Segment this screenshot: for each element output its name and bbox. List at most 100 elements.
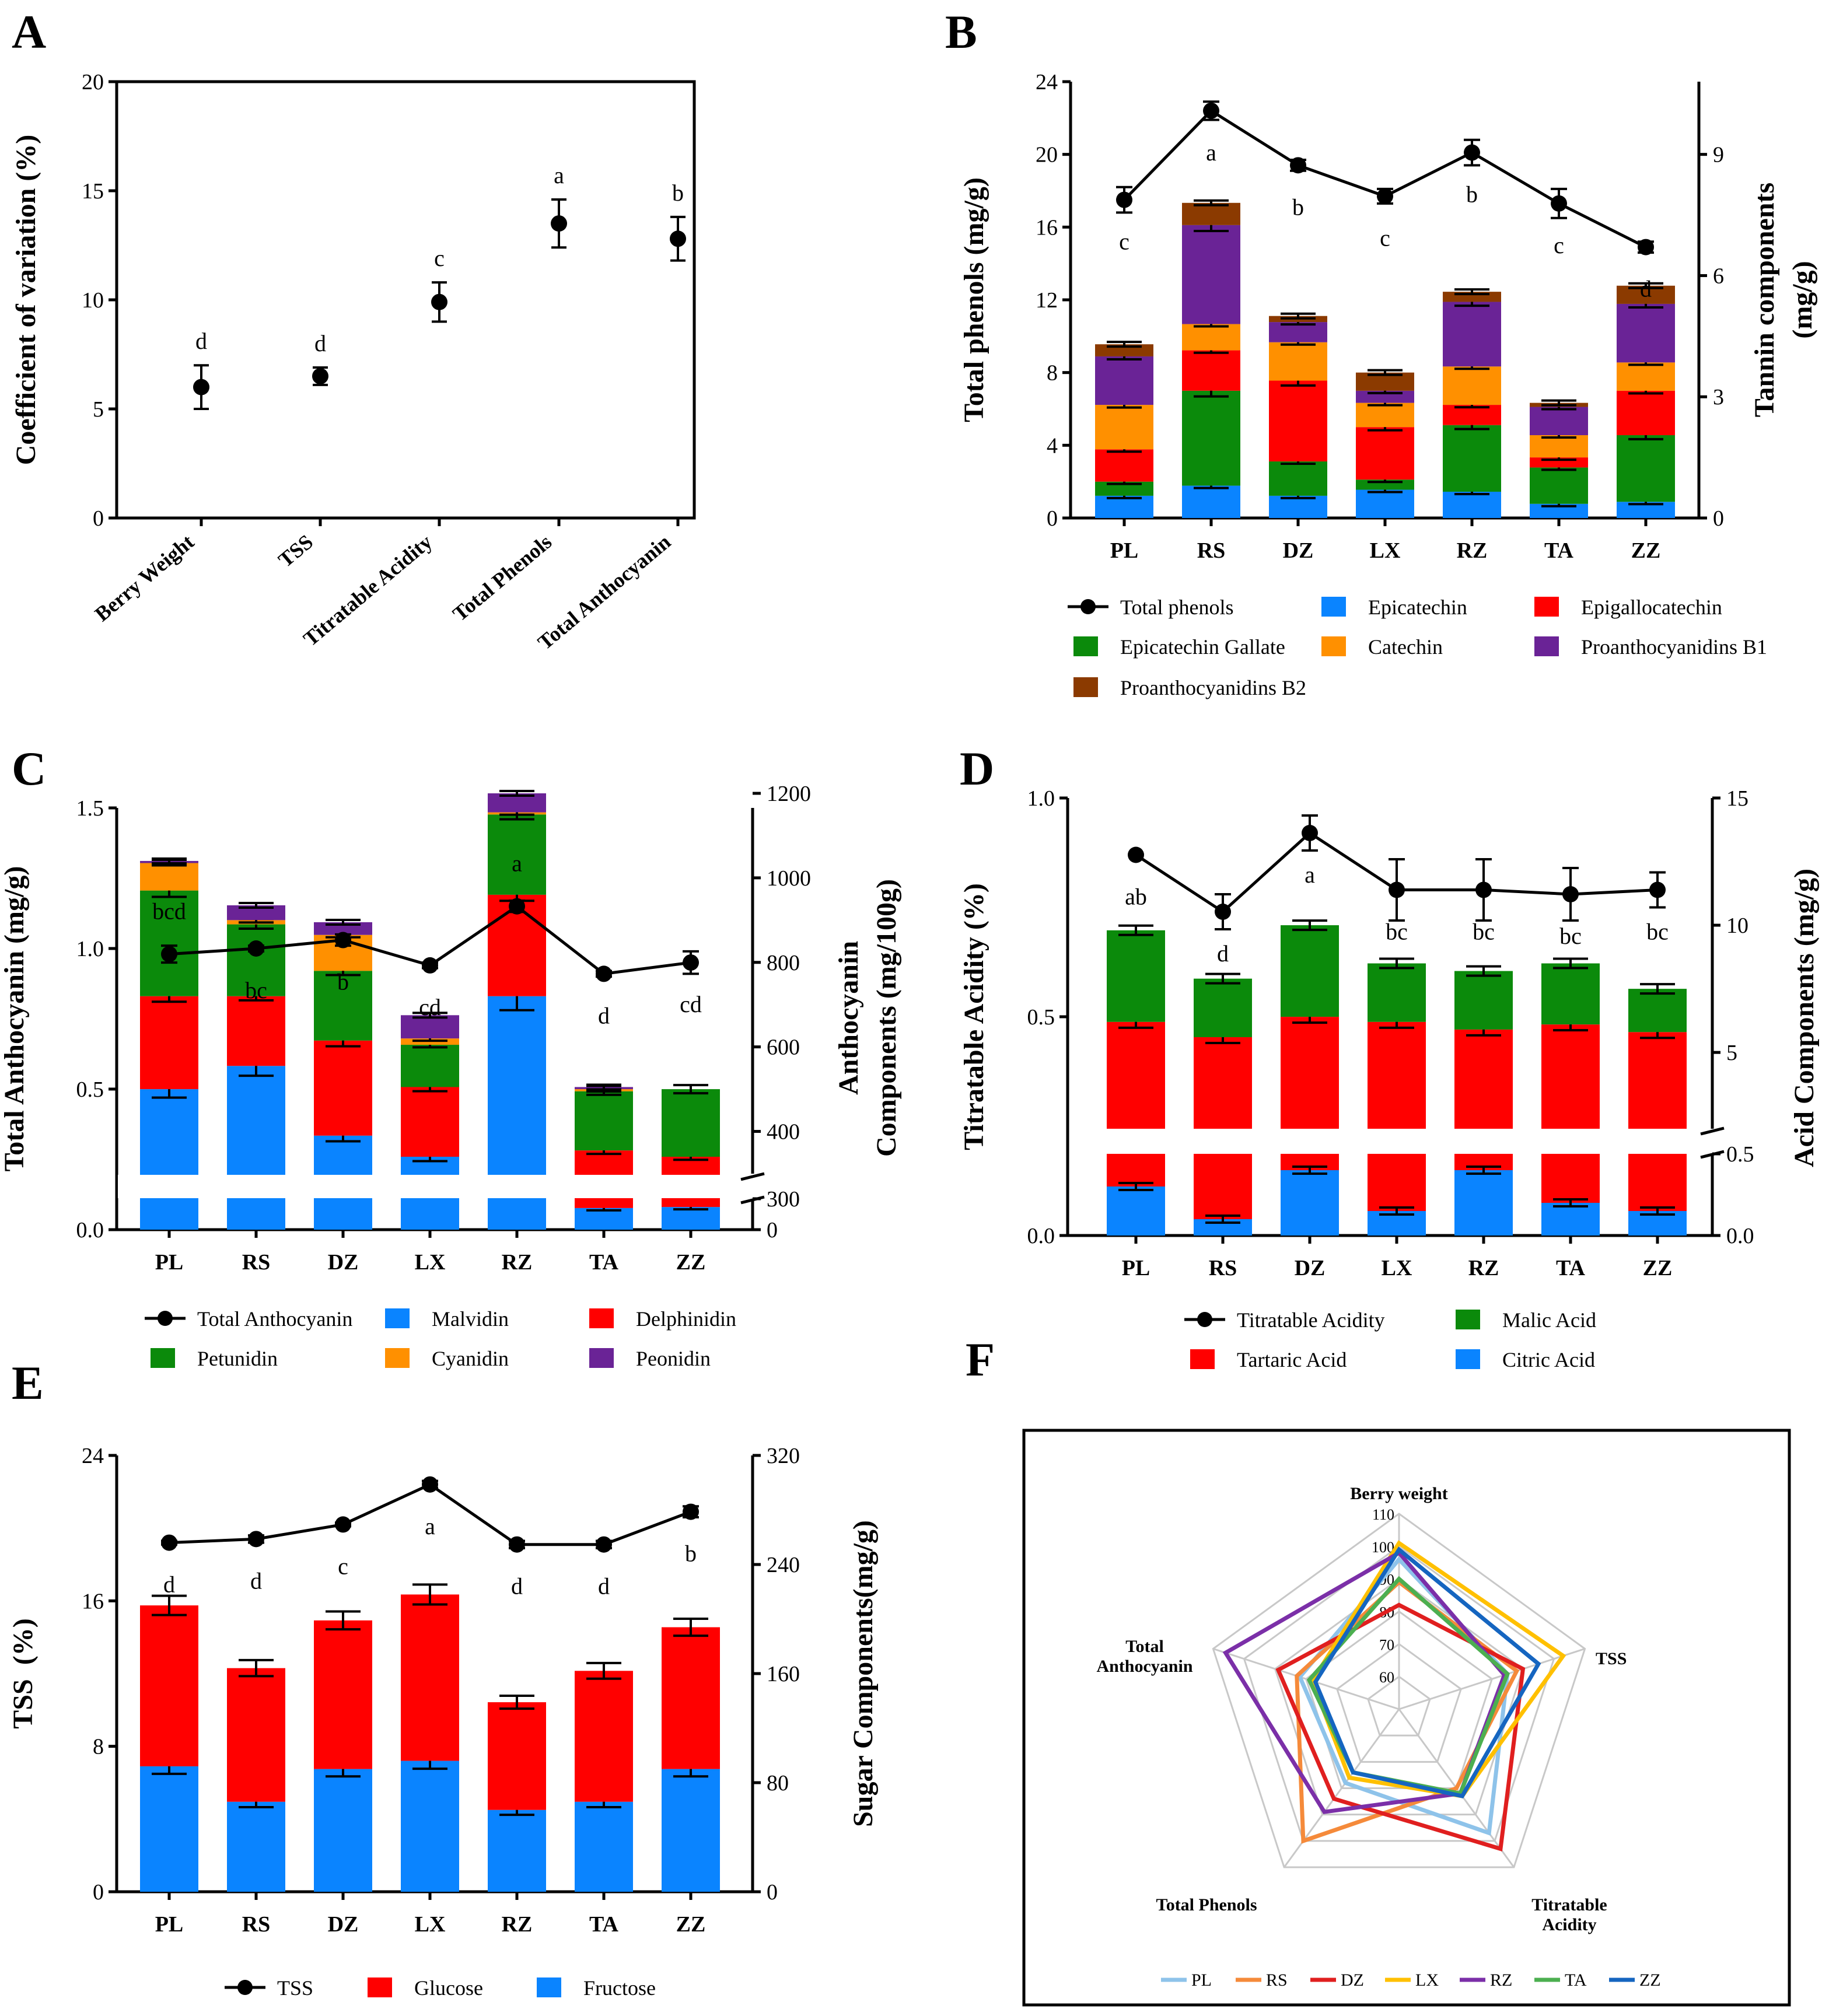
legend-label: RS [1266,1971,1288,1990]
bar-segment [314,971,372,1041]
svg-text:E: E [12,1356,44,1409]
legend-label: Delphinidin [636,1307,736,1331]
bar-error-bar [1205,1214,1240,1224]
bar-segment [1617,362,1675,391]
significance-letter: d [598,1002,610,1028]
legend-item: DZ [1310,1971,1364,1990]
bar-error-bar [239,1658,274,1678]
line-point [1649,881,1666,898]
panel-letter-C: C [12,742,46,795]
x-tick-label: Total Phenols [448,530,556,625]
radar-spoke [1212,1648,1400,1710]
x-tick-label: TA [589,1912,619,1937]
significance-letter: bc [245,977,267,1003]
significance-letter: d [598,1573,610,1600]
bar-segment [227,1668,285,1802]
y2-tick-label: 240 [767,1553,800,1577]
significance-letter: a [1206,139,1216,166]
line-point [683,954,699,971]
x-tick-label: RZ [502,1250,533,1275]
bar-error-bar [1292,1166,1327,1175]
bar-segment [140,1605,198,1766]
y2-tick-label: 1000 [767,866,811,891]
bar-segment [1628,989,1687,1032]
x-tick-label: DZ [328,1250,359,1275]
bar-error-bar [1640,983,1675,995]
y-tick-label: 0 [93,506,104,531]
y-tick-label: 1.0 [76,937,104,961]
legend-label: Citric Acid [1502,1348,1595,1371]
x-tick-label: PL [1110,538,1139,563]
radar-axis-label: TSS [1596,1649,1627,1668]
bar-error-bar [1118,1182,1153,1191]
y2-tick-label: 400 [767,1120,800,1144]
bar-segment [1443,302,1501,367]
significance-letter: c [1554,232,1564,258]
legend-label: Epicatechin [1368,596,1467,619]
significance-letter: cd [419,994,441,1020]
line-point [1128,846,1144,863]
x-tick-label: RS [1197,538,1226,563]
y2-tick-label: 3 [1713,385,1724,410]
line-point [1377,188,1393,205]
legend-swatch [368,1978,392,1997]
x-tick-label: PL [1122,1256,1150,1280]
legend-label: Cyanidin [432,1347,509,1370]
legend-swatch [589,1348,614,1368]
line-point [1638,239,1654,256]
bar-error-bar [326,918,361,926]
bar-segment [227,1066,285,1230]
line-point [1389,881,1405,898]
y-tick-label: 0.0 [1027,1224,1055,1248]
legend-item: RS [1236,1971,1288,1990]
panel-letter-E: E [12,1356,44,1409]
significance-letter: b [1466,181,1478,208]
legend-swatch [589,1308,614,1328]
legend-swatch [1456,1310,1480,1329]
legend-label: LX [1415,1971,1439,1990]
legend-swatch [1190,1349,1215,1369]
significance-letter: b [337,969,349,995]
y2-axis-title: Components (mg/100g) [871,879,902,1157]
bar-error-bar [1205,972,1240,985]
y-tick-label: 0 [93,1880,104,1905]
y2-tick-label: 600 [767,1035,800,1060]
line-point [683,1503,699,1520]
legend-swatch [385,1308,410,1328]
radar-grid-ring [1367,1675,1431,1737]
x-tick-label: TSS [274,530,317,572]
bar-segment [1269,380,1327,462]
significance-letter: d [195,328,207,354]
radar-grid [1212,1513,1586,1868]
bar-segment [1541,1203,1600,1236]
legend-label: RZ [1490,1971,1512,1990]
panel-c-chart: 0.0 0.5 1.0 1.5 Total Anthocyanin (mg/g) PL RS… [0,782,902,1370]
legend-label: Catechin [1368,635,1443,659]
x-tick-label: LX [1382,1256,1412,1280]
bar-error-bar [1454,288,1489,296]
bar-segment [1356,489,1414,518]
line-point [1215,904,1231,920]
bar-segment [1368,1154,1426,1211]
y2-tick-label: 0 [1713,506,1724,531]
radar-legend: PL RS DZ LX RZ TA ZZ [1161,1971,1661,1990]
bar-segment [140,890,198,996]
data-point [312,368,328,384]
panel-letter-F: F [966,1333,995,1386]
legend-item: Glucose [368,1976,483,2000]
legend-swatch [537,1978,561,1997]
y2-axis-title: Acid Components (mg/g) [1789,869,1820,1167]
legend-item: Petunidin [151,1347,278,1370]
legend-label: Epicatechin Gallate [1120,635,1285,659]
legend-swatch [1534,597,1559,617]
bar-error-bar [239,901,274,909]
line-point [248,1531,264,1548]
bar-segment [1194,1154,1252,1219]
bar-segment [401,1045,459,1087]
y2-tick-label: 300 [767,1187,800,1212]
bar-segment [1095,449,1153,482]
bar-segment [1182,202,1240,225]
x-tick-label: ZZ [676,1250,706,1275]
x-tick-label: RS [242,1250,271,1275]
